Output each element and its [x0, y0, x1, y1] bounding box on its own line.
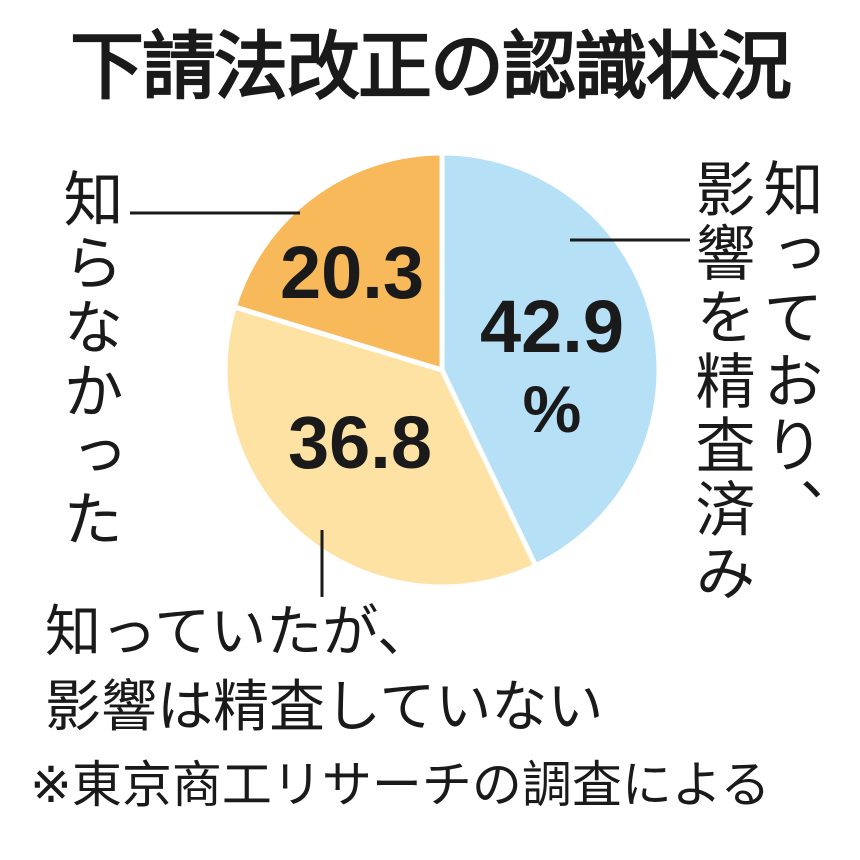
- label-known-not-reviewed-line1: 知っていたが、: [45, 600, 434, 665]
- chart-title: 下請法改正の認識状況: [70, 24, 792, 110]
- value-label: 36.8: [288, 401, 432, 484]
- slice-known-reviewed: [439, 150, 662, 570]
- slice-unaware: [231, 150, 445, 374]
- label-known-reviewed-line2: 影響を精査済み: [685, 158, 755, 606]
- value-label: 42.9: [480, 285, 624, 368]
- source-note: ※東京商工リサーチの調査による: [30, 756, 771, 814]
- label-known-not-reviewed-line2: 影響は精査していない: [45, 675, 604, 740]
- value-label: 20.3: [280, 231, 424, 314]
- label-known-reviewed-line1: 知っており、: [753, 158, 823, 542]
- percent-unit-label: %: [523, 372, 582, 446]
- slice-known-not-reviewed: [222, 303, 539, 590]
- label-unaware: 知らなかった: [53, 168, 123, 552]
